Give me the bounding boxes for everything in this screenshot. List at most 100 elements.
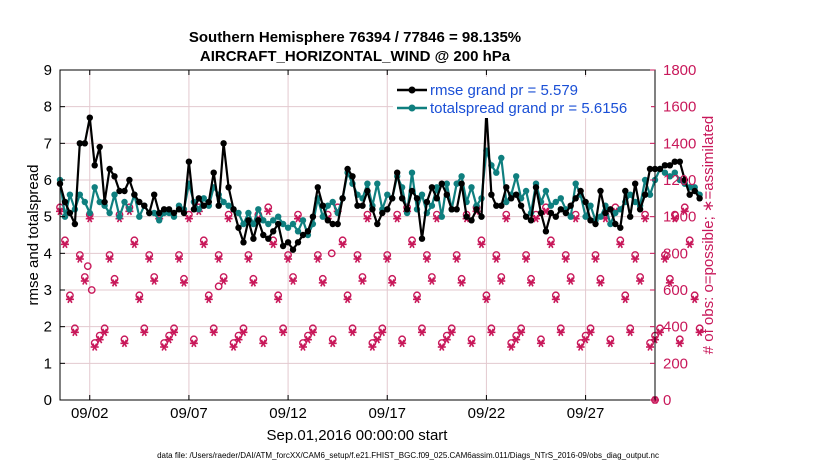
- obs-assimilated-marker: [502, 214, 511, 223]
- obs-assimilated-marker: [695, 328, 704, 337]
- obs-assimilated-stroke: [359, 277, 366, 285]
- obs-possible-marker: [209, 324, 218, 333]
- rmse-point: [389, 195, 396, 202]
- totalspread-point: [418, 191, 426, 198]
- rmse-point: [453, 206, 460, 213]
- totalspread-point: [671, 169, 678, 176]
- totalspread-point: [81, 198, 89, 206]
- obs-assimilated-stroke: [211, 328, 217, 337]
- obs-possible-marker: [388, 274, 397, 283]
- obs-possible-marker: [368, 339, 377, 347]
- totalspread-point: [567, 213, 574, 220]
- y-tick-label: 6: [44, 172, 52, 189]
- obs-assimilated-stroke: [364, 214, 371, 223]
- obs-assimilated-marker: [120, 339, 129, 348]
- rmse-point: [141, 202, 148, 209]
- obs-possible-marker: [546, 236, 555, 245]
- obs-assimilated-marker: [358, 277, 367, 285]
- totalspread-point: [284, 224, 292, 231]
- legend-rmse-marker: [408, 86, 416, 94]
- obs-assimilated-stroke: [637, 277, 643, 285]
- y-tick-label: 9: [44, 62, 52, 79]
- obs-assimilated-marker: [670, 214, 679, 223]
- totalspread-point: [572, 180, 579, 187]
- rmse-point: [101, 198, 108, 206]
- obs-possible-marker: [120, 335, 129, 344]
- obs-assimilated-stroke: [225, 214, 232, 223]
- rmse-point: [458, 180, 465, 187]
- obs-assimilated-marker: [641, 214, 650, 223]
- obs-assimilated-stroke: [409, 240, 415, 249]
- totalspread-point: [289, 220, 297, 228]
- x-tick-label: 09/22: [468, 405, 506, 422]
- obs-possible-marker: [259, 335, 268, 344]
- rmse-point: [270, 228, 277, 235]
- obs-assimilated-marker: [328, 339, 337, 348]
- totalspread-point: [587, 202, 594, 209]
- obs-possible-marker: [596, 274, 605, 283]
- totalspread-point: [299, 217, 307, 224]
- obs-assimilated-stroke: [265, 207, 271, 216]
- y-tick-label: 3: [44, 282, 52, 299]
- rmse-point: [547, 209, 555, 217]
- totalspread-point: [136, 213, 143, 220]
- rmse-point: [433, 195, 440, 202]
- obs-possible-marker: [279, 324, 288, 333]
- totalspread-point: [661, 169, 669, 176]
- obs-assimilated-stroke: [305, 335, 311, 344]
- obs-assimilated-marker: [497, 277, 506, 285]
- obs-assimilated-stroke: [300, 343, 306, 351]
- rmse-point: [106, 165, 113, 173]
- totalspread-point: [374, 180, 381, 187]
- obs-assimilated-stroke: [419, 328, 425, 337]
- obs-possible-marker: [234, 331, 243, 340]
- obs-possible-marker: [551, 291, 560, 300]
- obs-assimilated-stroke: [548, 240, 554, 249]
- rmse-point: [86, 114, 94, 121]
- obs-possible-marker: [105, 251, 114, 259]
- totalspread-point: [111, 191, 118, 198]
- legend-spread-label: totalspread grand pr = 5.6156: [430, 100, 627, 117]
- obs-assimilated-stroke: [568, 277, 574, 285]
- obs-assimilated-stroke: [349, 328, 356, 337]
- rmse-point: [230, 206, 237, 213]
- obs-possible-marker: [566, 273, 575, 281]
- rmse-point: [245, 217, 252, 224]
- obs-assimilated-stroke: [389, 278, 395, 287]
- obs-possible-marker: [249, 274, 258, 283]
- rmse-point: [438, 180, 445, 187]
- obs-assimilated-marker: [298, 343, 307, 351]
- y-right-axis-ticks: 0 200 400 600 800 1000 1200 1400 1600 1800: [650, 62, 696, 409]
- obs-assimilated-stroke: [101, 328, 108, 337]
- totalspread-point: [121, 198, 128, 206]
- obs-assimilated-stroke: [682, 207, 688, 216]
- rmse-point: [170, 209, 178, 217]
- totalspread-point: [597, 213, 604, 220]
- totalspread-point: [443, 180, 450, 187]
- y-right-tick-label: 1800: [663, 62, 696, 79]
- totalspread-point: [522, 187, 530, 195]
- legend-spread-marker: [408, 104, 416, 112]
- obs-possible-marker: [442, 331, 451, 340]
- obs-assimilated-marker: [591, 255, 600, 263]
- rmse-point: [81, 140, 89, 147]
- obs-assimilated-marker: [388, 278, 397, 287]
- obs-assimilated-stroke: [87, 214, 93, 223]
- y-axis-label: rmse and totalspread: [25, 165, 42, 306]
- rmse-point: [275, 220, 282, 228]
- totalspread-point: [364, 180, 371, 187]
- obs-possible-marker: [497, 273, 506, 281]
- y-right-tick-label: 200: [663, 355, 688, 372]
- obs-assimilated-stroke: [642, 214, 648, 223]
- obs-possible-marker: [313, 251, 322, 259]
- obs-possible-marker: [343, 291, 352, 300]
- obs-possible-marker: [83, 262, 92, 271]
- obs-assimilated-stroke: [315, 255, 321, 263]
- obs-possible-marker: [87, 286, 96, 294]
- obs-possible-marker: [606, 335, 615, 344]
- obs-possible-marker: [80, 273, 89, 281]
- obs-assimilated-stroke: [310, 328, 316, 337]
- totalspread-point: [195, 206, 202, 213]
- obs-possible-marker: [140, 324, 149, 333]
- rmse-point: [136, 198, 143, 206]
